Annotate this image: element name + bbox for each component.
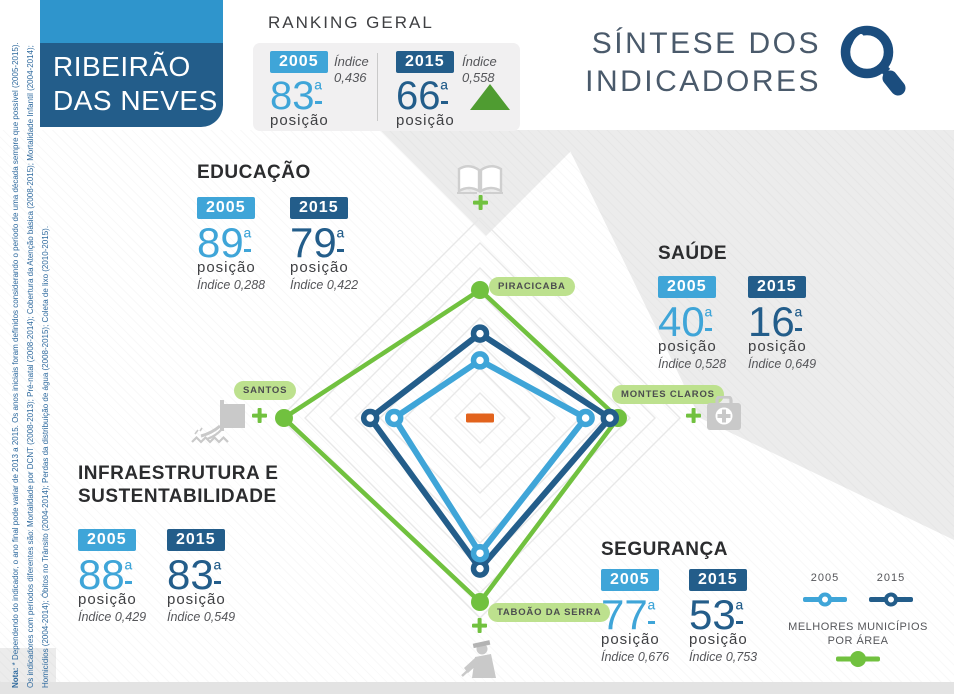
ranking-title: RANKING GERAL	[268, 13, 434, 32]
position-label: posição	[601, 631, 660, 648]
position-label: posição	[197, 259, 256, 276]
index-value: Índice 0,288	[197, 278, 266, 292]
area-title: INFRAESTRUTURA E SUSTENTABILIDADE	[78, 463, 279, 507]
area-title: SEGURANÇA	[601, 539, 728, 560]
position-label: posição	[396, 112, 455, 129]
radar-axis-pill-santos: SANTOS	[234, 381, 297, 400]
area-2005-column: 2005 89ª posição Índice 0,288	[197, 197, 285, 292]
year-badge-2015: 2015	[290, 197, 348, 219]
ranking-divider	[377, 53, 378, 121]
year-badge-2015: 2015	[689, 569, 747, 591]
area-block-educacao: EDUCAÇÃO 2005 89ª posição Índice 0,288 2…	[197, 161, 358, 292]
year-badge-2005: 2005	[270, 51, 328, 73]
legend-2015-label: 2015	[876, 572, 906, 584]
index-value: Índice 0,753	[689, 650, 758, 664]
position-value: 88ª	[78, 551, 133, 598]
infrastructure-plus-icon	[252, 408, 267, 423]
security-guard-icon	[461, 640, 496, 678]
area-2015-column: 2015 53ª posição Índice 0,753	[689, 569, 777, 664]
legend-best-marker-icon	[836, 651, 880, 667]
position-value: 83ª	[167, 551, 222, 598]
radar-axis-pill-montes-claros: MONTES CLAROS	[612, 385, 724, 404]
position-label: posição	[689, 631, 748, 648]
ranking-2005-column: 2005 83ª posição	[270, 51, 390, 128]
municipality-name-line1: RIBEIRÃO	[53, 51, 191, 82]
position-label: posição	[658, 338, 717, 355]
area-2005-column: 2005 77ª posição Índice 0,676	[601, 569, 689, 664]
area-2015-column: 2015 83ª posição Índice 0,549	[167, 529, 255, 624]
first-aid-kit-icon	[707, 396, 741, 430]
position-value: 77ª	[601, 591, 656, 638]
open-book-icon	[457, 165, 503, 194]
ranking-2015-column: 2015 66ª posição	[396, 51, 516, 128]
area-title: EDUCAÇÃO	[197, 162, 311, 183]
position-value: 40ª	[658, 298, 713, 345]
year-badge-2015: 2015	[396, 51, 454, 73]
health-plus-icon	[686, 408, 701, 423]
ranking-card: 2005 83ª posição Índice 0,436 2015 66ª p…	[253, 43, 520, 131]
area-block-saude: SAÚDE 2005 40ª posição Índice 0,528 2015…	[658, 242, 816, 371]
position-value: 89ª	[197, 219, 252, 266]
municipality-banner-cap	[40, 0, 223, 43]
municipality-name-line2: DAS NEVES	[53, 85, 218, 116]
area-2005-column: 2005 88ª posição Índice 0,429	[78, 529, 166, 624]
legend-2015-marker-icon	[869, 592, 913, 607]
ranking-2005-index: Índice 0,436	[334, 54, 369, 85]
position-label: posição	[748, 338, 807, 355]
water-loss-icon	[191, 400, 245, 444]
position-value: 79ª	[290, 219, 345, 266]
position-value: 16ª	[748, 298, 803, 345]
legend-best-label: MELHORES MUNICÍPIOS POR ÁREA	[788, 621, 928, 647]
year-badge-2015: 2015	[748, 276, 806, 298]
education-plus-icon	[473, 195, 488, 210]
area-title: SAÚDE	[658, 243, 728, 264]
year-badge-2005: 2005	[78, 529, 136, 551]
position-label: posição	[78, 591, 137, 608]
index-value: Índice 0,649	[748, 357, 817, 371]
index-value: Índice 0,676	[601, 650, 670, 664]
area-2005-column: 2005 40ª posição Índice 0,528	[658, 276, 746, 371]
area-2015-column: 2015 16ª posição Índice 0,649	[748, 276, 836, 371]
index-value: Índice 0,528	[658, 357, 727, 371]
legend-2005-label: 2005	[810, 572, 840, 584]
index-value: Índice 0,422	[290, 278, 359, 292]
year-badge-2005: 2005	[601, 569, 659, 591]
position-label: posição	[290, 259, 349, 276]
footnote-line3: Homicídios (2004-2014); Óbitos no Trânsi…	[41, 225, 50, 688]
radar-axis-pill-taboao-da-serra: TABOÃO DA SERRA	[488, 603, 611, 622]
bottom-strip	[0, 682, 954, 694]
position-label: posição	[270, 112, 329, 129]
index-value: Índice 0,429	[78, 610, 147, 624]
municipality-banner: RIBEIRÃO DAS NEVES	[40, 43, 223, 127]
header-band: RIBEIRÃO DAS NEVES RANKING GERAL 2005 83…	[0, 0, 954, 131]
area-block-seguranca: SEGURANÇA 2005 77ª posição Índice 0,676 …	[601, 538, 757, 664]
ranking-2015-index: Índice 0,558	[462, 54, 497, 85]
security-plus-icon	[472, 618, 487, 633]
area-block-infraestrutura: INFRAESTRUTURA E SUSTENTABILIDADE 2005 8…	[78, 462, 279, 624]
note-column-background	[0, 130, 56, 648]
area-2015-column: 2015 79ª posição Índice 0,422	[290, 197, 378, 292]
legend-2005-marker-icon	[803, 592, 847, 607]
footnote-line2: Os indicadores com períodos diferentes s…	[26, 45, 35, 688]
position-label: posição	[167, 591, 226, 608]
footnote: Nota: * Dependendo do indicador, o ano f…	[8, 8, 53, 688]
index-value: Índice 0,549	[167, 610, 236, 624]
position-value: 53ª	[689, 591, 744, 638]
footnote-line1: Nota: * Dependendo do indicador, o ano f…	[11, 42, 20, 688]
year-badge-2015: 2015	[167, 529, 225, 551]
magnifier-icon	[840, 25, 906, 96]
radar-axis-pill-piracicaba: PIRACICABA	[489, 277, 575, 296]
year-badge-2005: 2005	[658, 276, 716, 298]
ranking-2005-position: 83ª	[270, 74, 322, 118]
trend-up-triangle-icon	[470, 84, 510, 110]
page-title: SÍNTESE DOS INDICADORES	[585, 27, 821, 98]
year-badge-2005: 2005	[197, 197, 255, 219]
ranking-2015-position: 66ª	[396, 74, 448, 118]
